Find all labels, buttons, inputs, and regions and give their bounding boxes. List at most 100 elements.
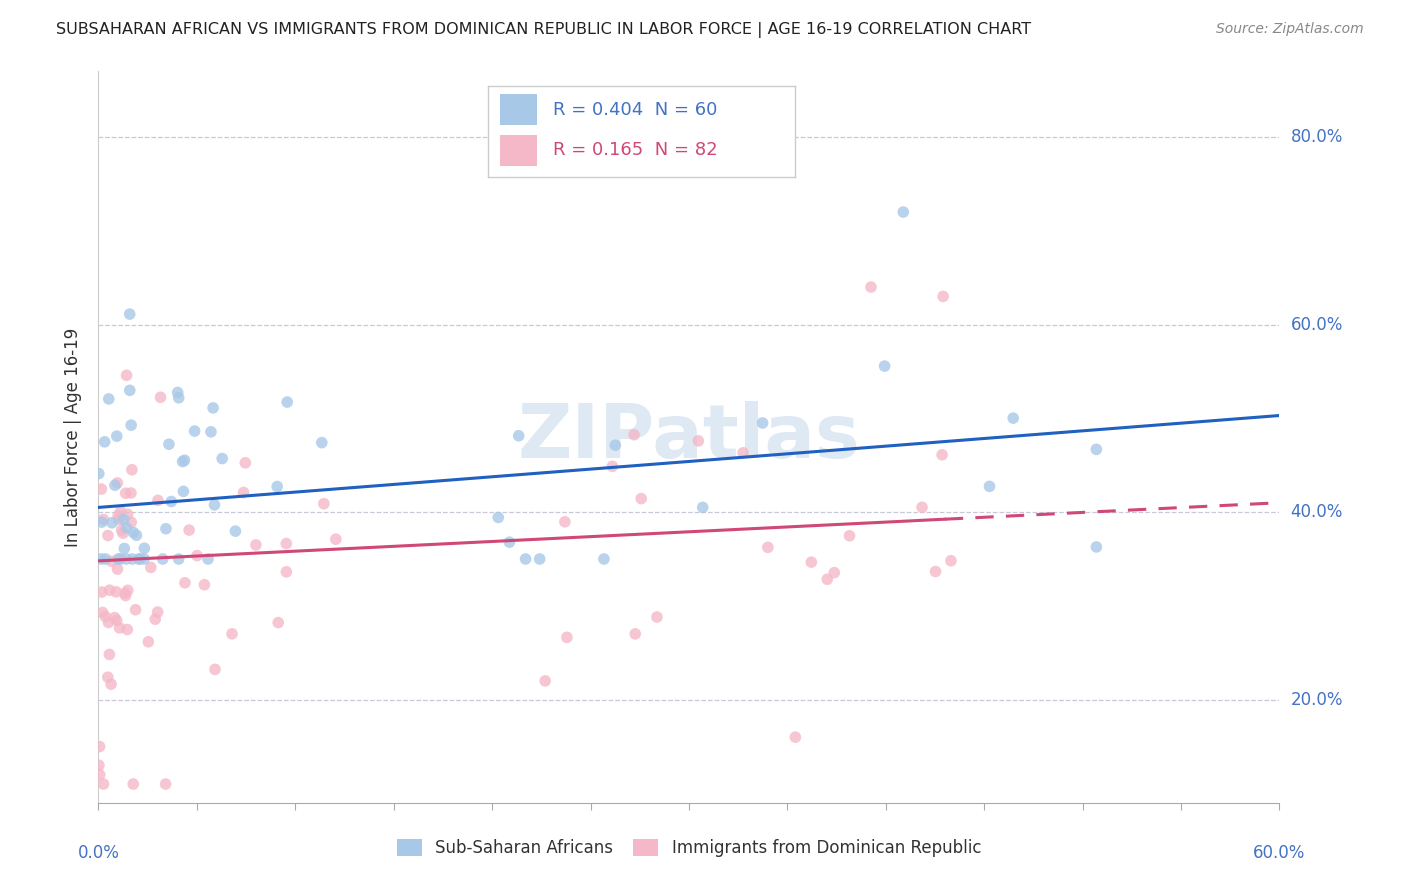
Text: 40.0%: 40.0% (1291, 503, 1343, 521)
Point (932, 289, 955, 303)
Legend: Sub-Saharan Africans, Immigrants from Dominican Republic: Sub-Saharan Africans, Immigrants from Do… (391, 832, 987, 864)
Point (312, 497, 335, 511)
Point (979, 479, 1001, 493)
Point (110, 552, 132, 566)
Point (87, 758, 110, 772)
Point (179, 523, 201, 537)
Point (118, 307, 141, 321)
Point (630, 491, 652, 506)
Text: 80.0%: 80.0% (1291, 128, 1343, 146)
Point (692, 500, 714, 515)
Point (115, 521, 138, 535)
Point (114, 589, 136, 603)
Point (605, 438, 627, 452)
Point (891, 205, 914, 219)
Point (94, 609, 117, 624)
Point (87, 467, 110, 481)
Point (486, 510, 509, 524)
Point (1085, 540, 1108, 554)
Point (911, 500, 934, 515)
Text: 0.0%: 0.0% (77, 845, 120, 863)
Point (172, 455, 194, 469)
Point (89, 739, 111, 754)
Point (593, 552, 616, 566)
Point (785, 730, 807, 744)
Point (311, 435, 333, 450)
Point (112, 526, 135, 541)
Text: 20.0%: 20.0% (1291, 690, 1343, 708)
Point (120, 418, 142, 433)
Point (838, 529, 860, 543)
Point (107, 552, 129, 566)
Point (232, 485, 254, 500)
Point (114, 486, 136, 500)
Point (97, 670, 120, 684)
Point (152, 552, 174, 566)
Point (233, 456, 256, 470)
Point (112, 541, 135, 556)
Point (157, 437, 180, 451)
Point (107, 562, 129, 576)
Point (166, 385, 188, 400)
Point (105, 429, 128, 443)
Point (1002, 411, 1025, 425)
Point (105, 614, 128, 628)
Point (104, 478, 127, 492)
Point (97, 528, 120, 542)
Point (134, 541, 156, 556)
Point (121, 463, 143, 477)
Point (114, 586, 136, 600)
Point (117, 508, 139, 522)
Point (529, 552, 551, 566)
Point (200, 425, 222, 439)
Point (167, 552, 190, 566)
Point (108, 621, 131, 635)
Point (90, 552, 112, 566)
Point (100, 554, 122, 568)
Point (132, 552, 155, 566)
Point (325, 532, 347, 546)
Point (121, 552, 143, 566)
Point (555, 631, 578, 645)
Point (211, 451, 233, 466)
Point (515, 552, 537, 566)
Point (139, 560, 162, 574)
Point (554, 515, 576, 529)
Point (104, 610, 127, 624)
Point (1085, 442, 1108, 457)
Point (186, 549, 208, 563)
Point (100, 677, 122, 691)
Point (160, 494, 183, 508)
Point (197, 552, 219, 566)
Point (115, 368, 138, 383)
Point (624, 627, 647, 641)
Point (815, 572, 838, 586)
Point (221, 627, 243, 641)
Point (146, 493, 169, 508)
Text: SUBSAHARAN AFRICAN VS IMMIGRANTS FROM DOMINICAN REPUBLIC IN LABOR FORCE | AGE 16: SUBSAHARAN AFRICAN VS IMMIGRANTS FROM DO… (56, 22, 1032, 38)
Point (204, 498, 226, 512)
Point (143, 612, 166, 626)
Point (602, 459, 624, 474)
Point (266, 479, 288, 493)
Point (89, 767, 111, 781)
Point (174, 575, 197, 590)
Point (146, 605, 169, 619)
Point (118, 384, 141, 398)
Point (107, 512, 129, 526)
Point (98, 648, 121, 662)
Point (94, 552, 117, 566)
Point (224, 524, 246, 538)
Y-axis label: In Labor Force | Age 16-19: In Labor Force | Age 16-19 (65, 327, 83, 547)
Point (193, 578, 215, 592)
Point (756, 541, 779, 555)
Point (276, 565, 298, 579)
Point (204, 662, 226, 676)
Point (155, 522, 177, 536)
Point (93, 512, 115, 526)
Point (98, 583, 121, 598)
Point (173, 453, 195, 467)
Point (105, 585, 128, 599)
Point (124, 603, 146, 617)
Point (183, 424, 205, 438)
